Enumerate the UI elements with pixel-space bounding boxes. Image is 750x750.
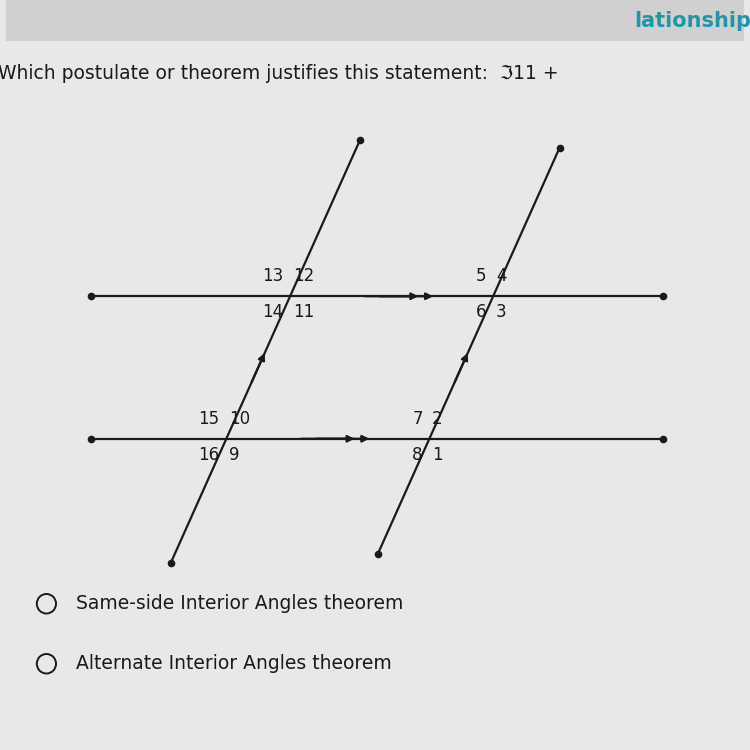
Text: 1: 1 <box>432 446 442 464</box>
Text: 15: 15 <box>199 410 220 428</box>
Text: Same-side Interior Angles theorem: Same-side Interior Angles theorem <box>76 594 404 613</box>
Text: 4: 4 <box>496 268 506 286</box>
Text: 10: 10 <box>229 410 250 428</box>
Text: 9: 9 <box>229 446 239 464</box>
Text: 5: 5 <box>476 268 487 286</box>
Text: 12: 12 <box>292 268 314 286</box>
Text: 13: 13 <box>262 268 284 286</box>
Text: Alternate Interior Angles theorem: Alternate Interior Angles theorem <box>76 654 392 674</box>
Text: Which postulate or theorem justifies this statement:  ℑ11 +: Which postulate or theorem justifies thi… <box>0 64 559 82</box>
Text: lationship: lationship <box>634 11 750 32</box>
Text: 7: 7 <box>413 410 423 428</box>
Text: 6: 6 <box>476 303 487 321</box>
Text: 2: 2 <box>432 410 442 428</box>
FancyBboxPatch shape <box>6 0 744 41</box>
Text: 16: 16 <box>199 446 220 464</box>
Text: 8: 8 <box>413 446 423 464</box>
Text: 3: 3 <box>496 303 506 321</box>
Text: 11: 11 <box>292 303 314 321</box>
Text: 14: 14 <box>262 303 284 321</box>
